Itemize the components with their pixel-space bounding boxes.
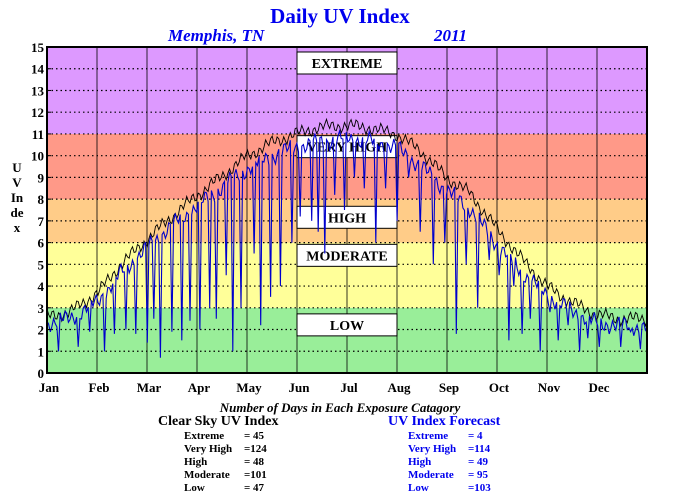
x-tick-label: Oct <box>489 380 510 395</box>
y-tick-label: 3 <box>38 301 45 316</box>
y-tick-label: 2 <box>38 323 45 338</box>
y-tick-label: 6 <box>38 236 45 251</box>
band-label: HIGH <box>328 211 366 226</box>
forecast-row: Very High =114 <box>408 443 508 456</box>
clear-sky-row-label: Low <box>184 482 205 494</box>
band-label: MODERATE <box>306 249 387 264</box>
clear-sky-row-label: Extreme <box>184 430 225 442</box>
forecast-row-value: =114 <box>468 443 491 455</box>
band-label: VERY HIGH <box>307 141 387 156</box>
y-tick-label: 0 <box>38 366 45 381</box>
clear-sky-row: Moderate =101 <box>184 469 284 482</box>
summary-subtitle: Number of Days in Each Exposure Catagory <box>219 400 461 415</box>
forecast-title: UV Index Forecast <box>388 414 501 429</box>
band-label-box <box>296 51 398 75</box>
x-tick-label: Dec <box>589 380 610 395</box>
x-tick-label: Mar <box>137 380 162 395</box>
forecast-row-label: Very High <box>408 443 457 455</box>
y-tick-label: 15 <box>31 40 45 55</box>
clear-sky-row-label: Moderate <box>184 469 230 481</box>
forecast-row-label: Extreme <box>408 430 449 442</box>
forecast-row-label: High <box>408 456 432 468</box>
band-label: EXTREME <box>312 57 383 72</box>
forecast-row-label: Moderate <box>408 469 454 481</box>
y-tick-label: 8 <box>38 192 45 207</box>
x-tick-label: Aug <box>387 380 411 395</box>
series-line-uv-index-forecast <box>46 128 648 358</box>
y-tick-label: 4 <box>38 279 45 294</box>
clear-sky-row: Low = 47 <box>184 482 284 495</box>
forecast-row: High = 49 <box>408 456 508 469</box>
clear-sky-row-value: = 47 <box>244 482 265 494</box>
y-tick-label: 14 <box>31 62 45 77</box>
clear-sky-row: Extreme = 45 <box>184 430 284 443</box>
x-tick-label: Jan <box>39 380 60 395</box>
forecast-stats: Extreme = 4 Very High =114 High = 49 Moderate =… <box>408 430 508 495</box>
y-tick-label: 5 <box>38 257 45 272</box>
x-tick-label: Apr <box>188 380 211 395</box>
y-tick-label: 7 <box>38 214 45 229</box>
x-tick-label: Sep <box>439 380 459 395</box>
clear-sky-row-value: =101 <box>244 469 267 481</box>
forecast-row-label: Low <box>408 482 429 494</box>
forecast-row-value: = 4 <box>468 430 483 442</box>
series-lines <box>46 117 648 358</box>
clear-sky-row-value: =124 <box>244 443 267 455</box>
y-tick-label: 9 <box>38 170 45 185</box>
forecast-row: Extreme = 4 <box>408 430 508 443</box>
clear-sky-row: High = 48 <box>184 456 284 469</box>
year-label: 2011 <box>434 26 468 45</box>
location-label: Memphis, TN <box>168 26 265 45</box>
y-tick-label: 1 <box>38 344 45 359</box>
clear-sky-stats: Extreme = 45 Very High =124 High = 48 Moderate… <box>184 430 284 495</box>
clear-sky-row-label: Very High <box>184 443 233 455</box>
y-tick-label: 11 <box>32 127 44 142</box>
y-axis-label: UV Index <box>10 160 24 235</box>
clear-sky-row-value: = 45 <box>244 430 265 442</box>
forecast-row-value: = 49 <box>468 456 489 468</box>
x-tick-label: Nov <box>538 380 561 395</box>
band-label-box <box>296 313 398 337</box>
y-tick-label: 12 <box>31 105 44 120</box>
plot-frame <box>46 46 648 374</box>
series-line-clear-sky-uv-index <box>46 117 648 328</box>
forecast-row: Moderate = 95 <box>408 469 508 482</box>
clear-sky-row-label: High <box>184 456 208 468</box>
clear-sky-row-value: = 48 <box>244 456 265 468</box>
y-tick-label: 13 <box>31 83 45 98</box>
band-label: LOW <box>330 319 364 334</box>
x-tick-labels: Jan Feb Mar Apr May Jun Jul Aug Sep Oct Nov Dec <box>39 380 610 395</box>
band-label-box <box>296 243 398 267</box>
x-tick-label: May <box>236 380 262 395</box>
forecast-row: Low =103 <box>408 482 508 495</box>
x-tick-label: Jul <box>340 380 358 395</box>
chart-title: Daily UV Index <box>270 4 410 28</box>
forecast-row-value: = 95 <box>468 469 489 481</box>
y-tick-label: 10 <box>31 149 44 164</box>
x-tick-label: Jun <box>289 380 311 395</box>
x-tick-label: Feb <box>89 380 110 395</box>
forecast-row-value: =103 <box>468 482 491 494</box>
clear-sky-row: Very High =124 <box>184 443 284 456</box>
clear-sky-title: Clear Sky UV Index <box>158 414 279 429</box>
